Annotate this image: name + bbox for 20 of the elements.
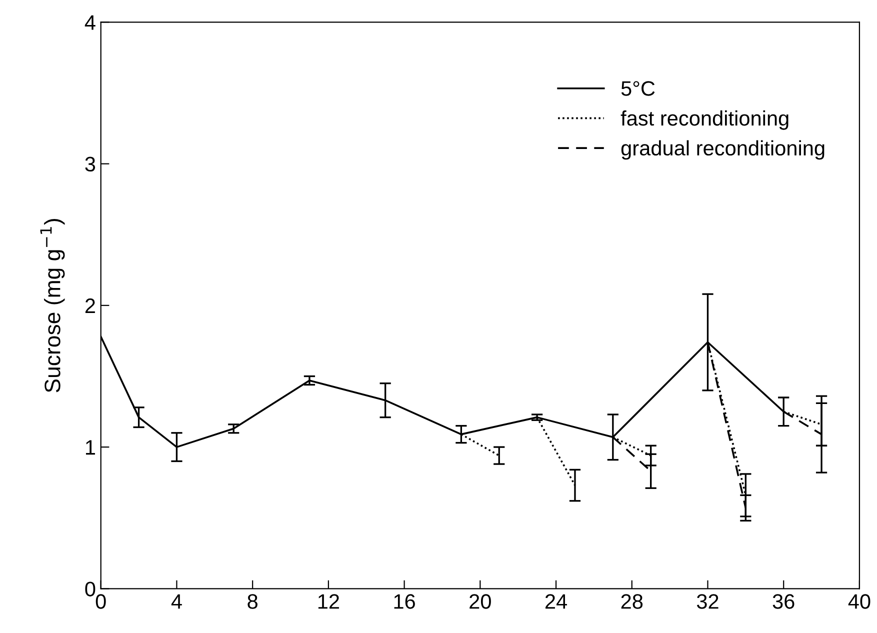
x-tick-label: 24 [545, 594, 567, 609]
x-tick-label: 40 [848, 594, 870, 609]
legend-label: gradual reconditioning [621, 140, 824, 160]
x-tick-label: 16 [394, 594, 415, 609]
x-tick-label: 12 [318, 594, 339, 609]
y-tick-label: 3 [85, 156, 96, 172]
x-tick-label: 28 [621, 594, 643, 609]
legend-label: fast reconditioning [620, 110, 788, 130]
x-tick-label: 20 [470, 594, 491, 609]
y-axis-title: Sucrose (mg g$^{−1}$) [40, 219, 65, 392]
x-tick-label: 4 [171, 594, 182, 609]
legend-label: 5°C [621, 81, 655, 96]
y-tick-label: 2 [85, 298, 95, 313]
x-tick-label: 0 [96, 594, 106, 609]
y-tick-label: 0 [85, 582, 96, 596]
x-tick-label: 8 [248, 594, 258, 609]
y-tick-label: 1 [86, 440, 95, 455]
x-tick-label: 32 [696, 594, 718, 609]
y-tick-label: 4 [84, 15, 96, 30]
x-tick-label: 36 [772, 594, 794, 609]
